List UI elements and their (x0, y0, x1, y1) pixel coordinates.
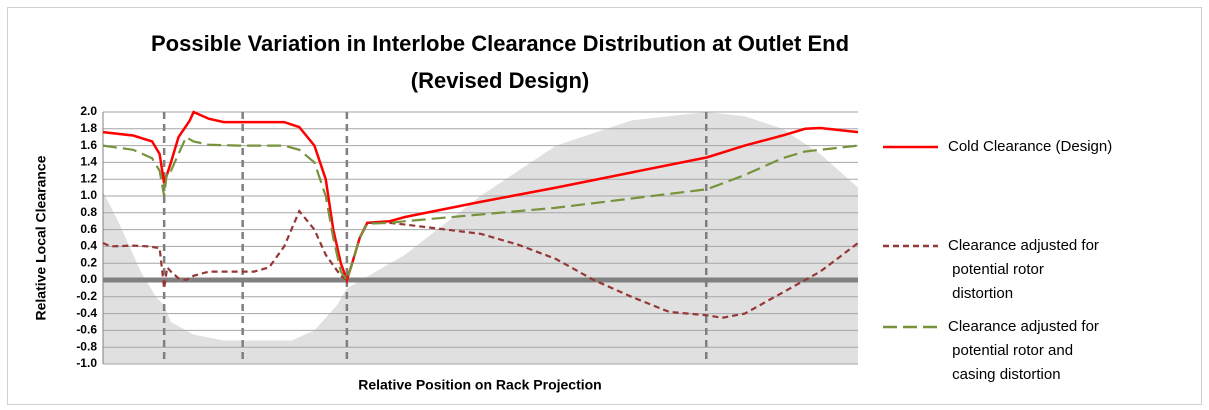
y-tick-label: 0.2 (80, 255, 97, 269)
chart-title: Possible Variation in Interlobe Clearanc… (151, 31, 849, 56)
y-tick-label: -1.0 (76, 356, 97, 370)
y-tick-label: 0.8 (80, 205, 97, 219)
series-line (102, 110, 859, 284)
y-tick-label: 0.0 (80, 272, 97, 286)
y-tick-label: -0.6 (76, 323, 97, 337)
legend-label: Clearance adjusted for potential rotor a… (948, 318, 1099, 383)
y-tick-label: 0.4 (80, 239, 97, 253)
background-area (103, 112, 858, 364)
legend-label: Clearance adjusted for potential rotor d… (948, 237, 1099, 302)
y-tick-label: 1.2 (80, 171, 97, 185)
y-tick-label: -0.4 (76, 306, 97, 320)
y-tick-label: -0.8 (76, 339, 97, 353)
series-line (102, 135, 859, 283)
y-tick-label: 0.6 (80, 222, 97, 236)
y-tick-label: 1.8 (80, 121, 97, 135)
y-tick-label: 1.4 (80, 155, 97, 169)
y-axis-label: Relative Local Clearance (33, 155, 49, 320)
y-tick-label: 2.0 (80, 104, 97, 118)
y-tick-label: -0.2 (76, 289, 97, 303)
chart-title: (Revised Design) (411, 68, 590, 93)
legend-label: Cold Clearance (Design) (948, 138, 1112, 155)
x-axis-label: Relative Position on Rack Projection (358, 377, 602, 393)
y-tick-label: 1.6 (80, 138, 97, 152)
y-tick-label: 1.0 (80, 188, 97, 202)
series-line (102, 209, 859, 319)
